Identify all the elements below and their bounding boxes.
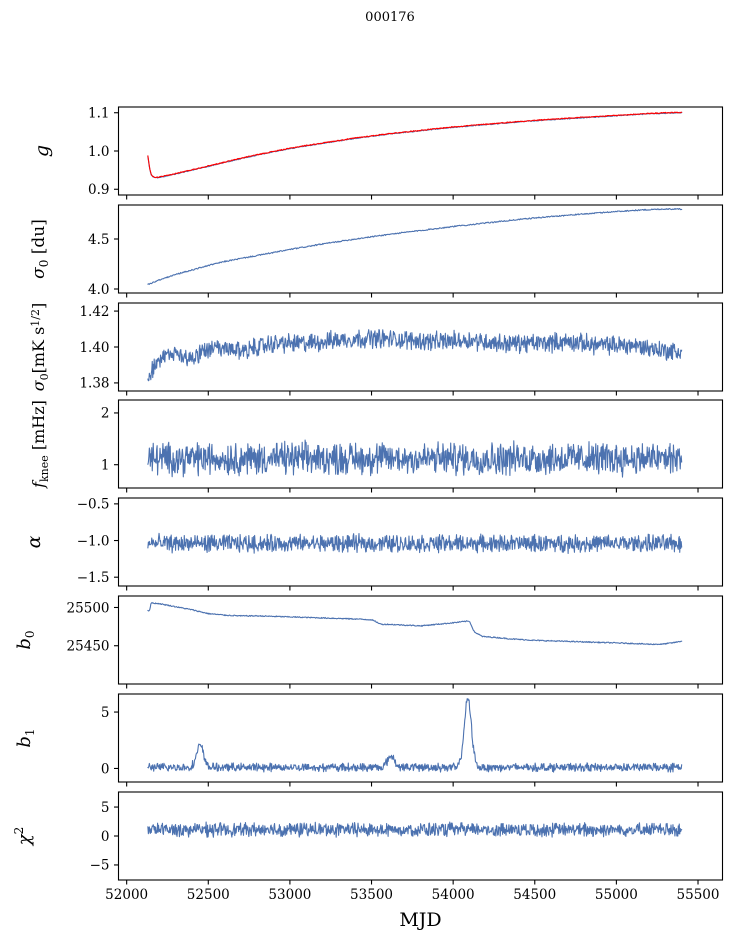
figure-title: 000176: [365, 10, 415, 25]
x-tick-label: 52500: [187, 887, 230, 903]
x-tick-label: 54000: [432, 887, 475, 903]
panel-frame: [117, 204, 724, 294]
y-tick-label: 4.5: [88, 232, 109, 248]
x-axis: 52000 52500 53000 53500 54000 54500 55000 55500…: [105, 887, 719, 931]
data-line-g-blue: [147, 111, 683, 179]
y-tick-label: 1: [101, 458, 110, 474]
panel-3: 1.38 1.40 1.42 σ0[mK s1/2]: [29, 302, 724, 396]
y-axis-label-panel-3: σ0[mK s1/2]: [29, 303, 51, 392]
x-tick-label: 53000: [268, 887, 311, 903]
data-line-f-knee: [147, 439, 683, 478]
panel-6: 25450 25500 b0: [14, 595, 724, 689]
panel-frame: [117, 595, 724, 685]
y-tick-label: −1.0: [77, 533, 110, 549]
x-tick-label: 53500: [350, 887, 393, 903]
y-axis-label-panel-2: σ0 [du]: [29, 219, 51, 279]
y-tick-label: 25450: [67, 639, 110, 655]
panel-2: 4.0 4.5 σ0 [du]: [29, 204, 724, 298]
panel-frame: [117, 399, 724, 489]
panel-1: 0.9 1.0 1.1 g: [31, 106, 724, 200]
x-tick-label: 54500: [513, 887, 556, 903]
x-tick-label: 55500: [677, 887, 720, 903]
y-tick-label: 2: [101, 406, 110, 422]
data-line-sigma0-du: [147, 207, 683, 285]
data-line-g-red: [147, 111, 683, 179]
panel-frame: [117, 497, 724, 587]
x-tick-label: 55000: [595, 887, 638, 903]
y-tick-label: 25500: [67, 600, 110, 616]
panel-8: −5 0 5 χ2: [12, 791, 724, 885]
panel-4: 1 2 fknee [mHz]: [29, 399, 724, 493]
y-tick-label: 5: [101, 800, 110, 816]
panel-frame: [117, 693, 724, 783]
y-tick-label: −5: [90, 858, 110, 874]
panel-frame: [117, 106, 724, 196]
y-axis-label-panel-4: fknee [mHz]: [29, 400, 51, 489]
data-line-chi2: [147, 821, 683, 838]
y-axis-label-panel-7: b1: [14, 728, 37, 747]
data-line-sigma0-mK: [147, 329, 683, 382]
y-tick-label: −0.5: [77, 497, 110, 513]
y-tick-label: −1.5: [77, 570, 110, 586]
y-axis-label-panel-8: χ2: [12, 827, 35, 848]
y-tick-label: 1.1: [88, 106, 109, 122]
y-tick-label: 5: [101, 705, 110, 721]
panel-frame: [117, 791, 724, 881]
data-line-b1: [147, 698, 683, 773]
y-axis-label-panel-1: g: [31, 145, 53, 157]
y-tick-label: 0: [101, 761, 110, 777]
panel-7: 0 5 b1: [14, 693, 724, 787]
data-line-alpha: [147, 532, 683, 555]
y-axis-label-panel-6: b0: [14, 630, 37, 649]
x-tick-label: 52000: [105, 887, 148, 903]
panel-5: −0.5 −1.0 −1.5 α: [23, 497, 724, 591]
y-tick-label: 0.9: [88, 182, 109, 198]
data-line-b0: [147, 601, 683, 646]
x-axis-label: MJD: [399, 909, 441, 931]
y-tick-label: 1.38: [79, 376, 109, 392]
y-tick-label: 0: [101, 829, 110, 845]
y-axis-label-panel-5: α: [23, 535, 45, 548]
y-tick-label: 1.0: [88, 144, 109, 160]
y-tick-label: 4.0: [88, 282, 109, 298]
y-tick-label: 1.40: [79, 340, 109, 356]
y-tick-label: 1.42: [79, 304, 109, 320]
